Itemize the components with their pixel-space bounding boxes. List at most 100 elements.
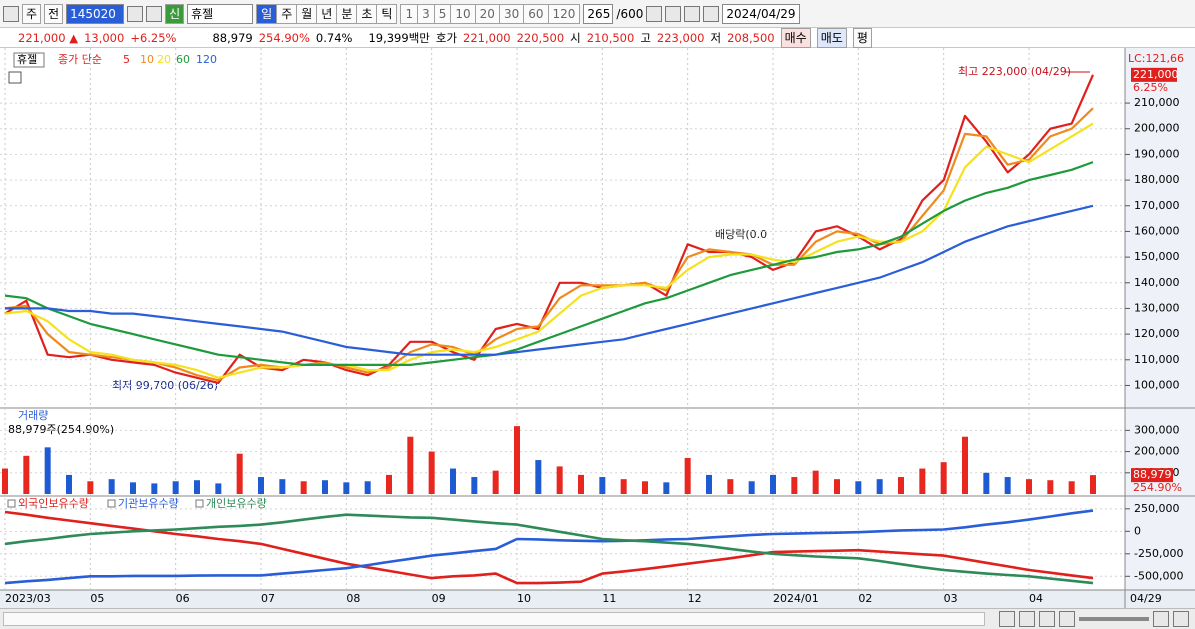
legend-swatch xyxy=(107,499,116,508)
x-tick-label: 10 xyxy=(517,592,531,605)
nav-button[interactable] xyxy=(1039,611,1055,627)
code-input[interactable]: 145020 xyxy=(66,3,125,24)
interval-button[interactable]: 10 xyxy=(450,3,475,24)
period-button[interactable]: 월 xyxy=(296,3,317,24)
sell-button[interactable]: 매도 xyxy=(816,27,847,48)
last-date: 04/29 xyxy=(1130,592,1162,605)
change: 13,000 xyxy=(84,30,125,45)
grid-icon[interactable] xyxy=(8,71,22,84)
sound-icon[interactable] xyxy=(146,5,163,22)
period-button[interactable]: 초 xyxy=(356,3,377,24)
volume-bar xyxy=(663,482,670,494)
eval-button[interactable]: 평 xyxy=(852,27,872,48)
high: 223,000 xyxy=(656,30,705,45)
volume-bar xyxy=(1004,477,1011,494)
plot-bg xyxy=(0,48,1125,608)
legend-entry: 60 xyxy=(176,53,190,66)
period-button[interactable]: 분 xyxy=(336,3,357,24)
nav-button[interactable] xyxy=(999,611,1015,627)
open-label: 시 xyxy=(570,30,581,45)
period-button[interactable]: 년 xyxy=(316,3,337,24)
save-icon[interactable] xyxy=(684,5,701,22)
volume-title: 거래량 xyxy=(18,409,48,422)
series-line xyxy=(4,122,1094,379)
period-button[interactable]: 주 xyxy=(276,3,297,24)
period-button[interactable]: 일 xyxy=(256,3,277,24)
volume-bar xyxy=(983,472,990,494)
y-tick-label: 130,000 xyxy=(1134,301,1180,314)
volume-rate-tag: 254.90% xyxy=(1133,481,1182,494)
nav-button[interactable] xyxy=(1019,611,1035,627)
interval-button[interactable]: 20 xyxy=(474,3,499,24)
volume-bar xyxy=(1047,480,1054,494)
bid: 220,500 xyxy=(516,30,565,45)
market-select[interactable]: 주 xyxy=(22,3,42,24)
x-tick-label: 11 xyxy=(602,592,616,605)
period-button[interactable]: 틱 xyxy=(376,3,398,24)
quote-bar: 221,000 ▲ 13,000 +6.25% 88,979 254.90% 0… xyxy=(0,27,1195,48)
volume-bar xyxy=(876,479,883,494)
interval-button[interactable]: 1 xyxy=(400,3,418,24)
prev-button[interactable]: 전 xyxy=(44,3,64,24)
y-tick-label: 120,000 xyxy=(1134,327,1180,340)
legend-entry: 20 xyxy=(157,53,171,66)
ask: 221,000 xyxy=(463,30,511,45)
volume-bar xyxy=(23,455,30,494)
settings-icon[interactable] xyxy=(703,5,720,22)
volume-bar xyxy=(855,481,862,494)
y-tick-label: 100,000 xyxy=(1134,378,1180,391)
stock-name: 휴젤 xyxy=(187,3,254,24)
legend-entry: 120 xyxy=(196,53,217,66)
buy-button[interactable]: 매수 xyxy=(780,27,811,48)
volume-bar xyxy=(620,479,627,494)
zoom-slider[interactable] xyxy=(1079,617,1149,621)
volume-bar xyxy=(578,474,584,494)
count-max: /600 xyxy=(616,6,644,21)
volume-bar xyxy=(343,482,350,494)
y-tick-label: 300,000 xyxy=(1134,423,1180,436)
low-label: 저 xyxy=(710,30,722,45)
volume-bar xyxy=(1090,475,1096,494)
volume-bar xyxy=(87,481,94,494)
interval-button[interactable]: 30 xyxy=(498,3,524,24)
volume-bar xyxy=(386,474,392,494)
zoom-button[interactable] xyxy=(1153,611,1169,627)
open: 210,500 xyxy=(586,30,635,45)
volume-bar xyxy=(322,480,328,494)
price-tag: 221,000 xyxy=(1133,68,1179,81)
volume-bar xyxy=(66,474,72,494)
count-input[interactable]: 265 xyxy=(583,3,614,24)
chart-subtitle: 종가 단순 xyxy=(58,53,102,66)
series-line xyxy=(5,204,1094,356)
legend-entry: 기관보유수량 xyxy=(118,497,179,510)
date-input[interactable]: 2024/04/29 xyxy=(722,3,800,24)
scroll-track[interactable] xyxy=(3,612,985,626)
low: 208,500 xyxy=(727,30,775,45)
change-tag: 6.25% xyxy=(1133,81,1168,94)
search-icon[interactable] xyxy=(127,5,144,22)
tool-icon[interactable] xyxy=(665,5,682,22)
chart-icon[interactable] xyxy=(646,5,663,22)
interval-button[interactable]: 5 xyxy=(433,3,451,24)
volume-bar xyxy=(194,480,200,494)
interval-button[interactable]: 3 xyxy=(417,3,434,24)
volume-bar xyxy=(919,468,926,494)
volume-bar xyxy=(258,477,264,494)
series-line xyxy=(4,510,1094,585)
x-tick-label: 2023/03 xyxy=(5,592,51,605)
zoom-button[interactable] xyxy=(1173,611,1189,627)
axis-bg xyxy=(1125,48,1195,608)
volume-bar xyxy=(599,477,606,494)
volume-tag: 88,979 xyxy=(1133,468,1172,481)
nav-button[interactable] xyxy=(1059,611,1075,627)
legend-entry: 외국인보유수량 xyxy=(18,497,89,510)
y-tick-label: 170,000 xyxy=(1134,199,1180,212)
volume-bar xyxy=(130,482,136,494)
x-tick-label: 12 xyxy=(688,592,702,605)
interval-button[interactable]: 120 xyxy=(547,3,581,24)
interval-button[interactable]: 60 xyxy=(523,3,548,24)
menu-icon[interactable] xyxy=(3,5,19,22)
volume-bar xyxy=(172,481,179,494)
